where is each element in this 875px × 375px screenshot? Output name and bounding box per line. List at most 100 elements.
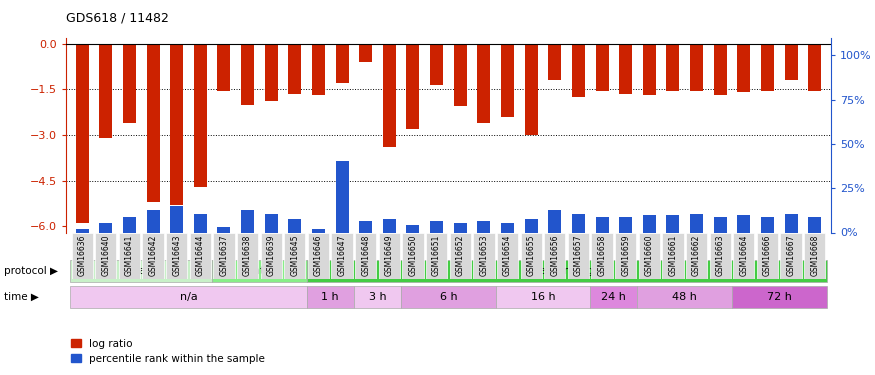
FancyBboxPatch shape	[306, 286, 354, 308]
Bar	[761, 217, 774, 232]
Bar	[360, 221, 372, 232]
Text: GSM16656: GSM16656	[550, 234, 559, 276]
Bar	[336, 44, 348, 83]
Text: 16 h: 16 h	[530, 292, 556, 302]
Bar	[620, 44, 632, 94]
FancyBboxPatch shape	[521, 232, 542, 279]
Bar	[265, 214, 277, 232]
Bar	[123, 217, 136, 232]
Text: GSM16662: GSM16662	[692, 234, 701, 276]
Text: sham: sham	[126, 266, 157, 276]
Bar	[99, 223, 112, 232]
Text: GSM16654: GSM16654	[503, 234, 512, 276]
FancyBboxPatch shape	[70, 286, 306, 308]
Bar	[289, 219, 301, 232]
Text: GSM16652: GSM16652	[456, 234, 465, 276]
Bar	[572, 214, 584, 232]
FancyBboxPatch shape	[733, 232, 754, 279]
Bar	[430, 221, 443, 232]
Bar	[454, 44, 466, 106]
Bar	[643, 216, 655, 232]
Text: GSM16642: GSM16642	[149, 234, 157, 276]
Bar	[383, 219, 396, 232]
FancyBboxPatch shape	[401, 286, 496, 308]
Bar	[407, 225, 419, 232]
Text: GSM16641: GSM16641	[125, 234, 134, 276]
Bar	[738, 216, 751, 232]
Text: 72 h: 72 h	[766, 292, 792, 302]
Bar	[99, 44, 112, 138]
FancyBboxPatch shape	[332, 232, 353, 279]
FancyBboxPatch shape	[591, 286, 638, 308]
FancyBboxPatch shape	[237, 232, 258, 279]
FancyBboxPatch shape	[780, 232, 802, 279]
Text: 3 h: 3 h	[368, 292, 387, 302]
Bar	[525, 44, 537, 135]
Text: time ▶: time ▶	[4, 292, 39, 302]
FancyBboxPatch shape	[450, 232, 471, 279]
Bar	[478, 221, 490, 232]
Text: GSM16651: GSM16651	[432, 234, 441, 276]
Bar	[643, 44, 655, 95]
FancyBboxPatch shape	[615, 232, 636, 279]
FancyBboxPatch shape	[261, 232, 282, 279]
FancyBboxPatch shape	[354, 286, 401, 308]
Legend: log ratio, percentile rank within the sample: log ratio, percentile rank within the sa…	[66, 334, 270, 368]
Bar	[572, 44, 584, 97]
Text: GSM16639: GSM16639	[267, 234, 276, 276]
FancyBboxPatch shape	[568, 232, 589, 279]
Bar	[75, 44, 88, 224]
Bar	[785, 44, 798, 80]
Text: GSM16667: GSM16667	[787, 234, 795, 276]
FancyBboxPatch shape	[284, 232, 305, 279]
FancyBboxPatch shape	[70, 260, 212, 282]
Bar	[690, 214, 703, 232]
FancyBboxPatch shape	[544, 232, 565, 279]
FancyBboxPatch shape	[426, 232, 447, 279]
FancyBboxPatch shape	[473, 232, 494, 279]
Bar	[218, 227, 230, 232]
FancyBboxPatch shape	[379, 232, 400, 279]
Text: control: control	[240, 266, 279, 276]
Bar	[146, 44, 159, 202]
Text: GSM16655: GSM16655	[527, 234, 536, 276]
FancyBboxPatch shape	[757, 232, 778, 279]
Text: GSM16648: GSM16648	[361, 234, 370, 276]
Text: GSM16640: GSM16640	[102, 234, 110, 276]
Bar	[785, 214, 798, 232]
FancyBboxPatch shape	[308, 232, 329, 279]
Text: GSM16664: GSM16664	[739, 234, 748, 276]
Bar	[218, 44, 230, 91]
FancyBboxPatch shape	[306, 260, 827, 282]
Bar	[761, 44, 774, 91]
FancyBboxPatch shape	[662, 232, 683, 279]
Bar	[478, 44, 490, 123]
Bar	[667, 216, 679, 232]
Bar	[620, 217, 632, 232]
Text: n/a: n/a	[179, 292, 198, 302]
Text: 24 h: 24 h	[601, 292, 626, 302]
Text: GSM16660: GSM16660	[645, 234, 654, 276]
Bar	[738, 44, 751, 92]
Bar	[596, 217, 608, 232]
Text: GSM16653: GSM16653	[480, 234, 488, 276]
Text: protocol ▶: protocol ▶	[4, 266, 59, 276]
Bar	[808, 44, 822, 91]
Bar	[194, 214, 206, 232]
Text: GSM16657: GSM16657	[574, 234, 583, 276]
Bar	[75, 229, 88, 232]
FancyBboxPatch shape	[496, 286, 591, 308]
Bar	[430, 44, 443, 85]
Bar	[146, 210, 159, 232]
Bar	[289, 44, 301, 94]
Text: GSM16650: GSM16650	[409, 234, 417, 276]
Text: GSM16645: GSM16645	[290, 234, 299, 276]
Text: GSM16649: GSM16649	[385, 234, 394, 276]
Bar	[123, 44, 136, 123]
Bar	[383, 44, 396, 147]
Bar	[808, 217, 822, 232]
FancyBboxPatch shape	[804, 232, 825, 279]
Text: GSM16647: GSM16647	[338, 234, 346, 276]
FancyBboxPatch shape	[190, 232, 211, 279]
Bar	[525, 219, 537, 232]
